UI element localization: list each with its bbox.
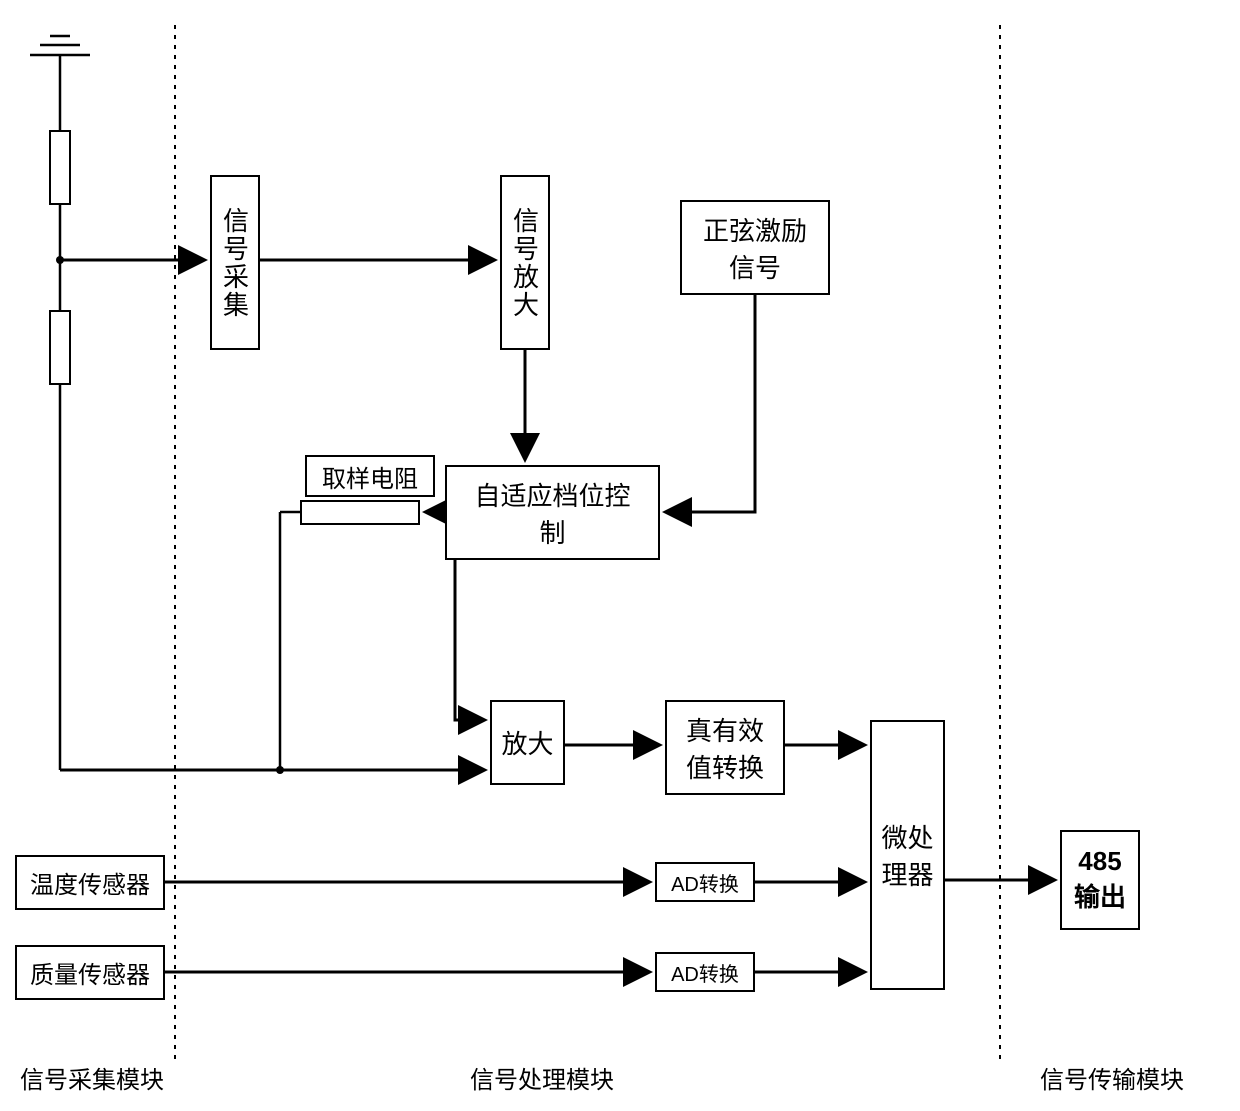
resistor-bottom — [49, 310, 71, 385]
node-label: 温度传感器 — [30, 865, 150, 900]
node-label: 放大 — [501, 724, 553, 761]
node-temp-sensor: 温度传感器 — [15, 855, 165, 910]
node-rs485-output: 485 输出 — [1060, 830, 1140, 930]
node-sampling-resistor-label: 取样电阻 — [305, 455, 435, 497]
node-label: 质量传感器 — [30, 955, 150, 990]
label-text: 信号传输模块 — [1040, 1067, 1184, 1094]
node-label: AD转换 — [671, 958, 739, 987]
node-label: 自适应档位控 制 — [474, 476, 630, 550]
label-text: 信号处理模块 — [470, 1067, 614, 1094]
module-label-processing: 信号处理模块 — [470, 1060, 614, 1095]
module-label-transmission: 信号传输模块 — [1040, 1060, 1184, 1095]
node-label: 真有效 值转换 — [686, 711, 764, 785]
node-signal-amplify: 信号放大 — [500, 175, 550, 350]
block-diagram: 信号采集 信号放大 正弦激励 信号 取样电阻 自适应档位控 制 放大 真有效 值… — [0, 0, 1240, 1111]
node-microprocessor: 微处 理器 — [870, 720, 945, 990]
label-text: 信号采集模块 — [20, 1067, 164, 1094]
node-label: 信号采集 — [217, 207, 254, 319]
node-amplify: 放大 — [490, 700, 565, 785]
node-mass-sensor: 质量传感器 — [15, 945, 165, 1000]
module-label-acquisition: 信号采集模块 — [20, 1060, 164, 1095]
node-ad-convert-1: AD转换 — [655, 862, 755, 902]
node-signal-collect: 信号采集 — [210, 175, 260, 350]
node-adaptive-gear: 自适应档位控 制 — [445, 465, 660, 560]
node-ad-convert-2: AD转换 — [655, 952, 755, 992]
node-label: 取样电阻 — [322, 459, 418, 494]
resistor-top — [49, 130, 71, 205]
sampling-resistor-body — [300, 500, 420, 525]
node-label: AD转换 — [671, 868, 739, 897]
node-label: 485 输出 — [1074, 846, 1126, 914]
node-true-rms: 真有效 值转换 — [665, 700, 785, 795]
node-label: 正弦激励 信号 — [703, 211, 807, 285]
node-sine-excitation: 正弦激励 信号 — [680, 200, 830, 295]
node-label: 微处 理器 — [881, 818, 933, 892]
node-label: 信号放大 — [507, 207, 544, 319]
